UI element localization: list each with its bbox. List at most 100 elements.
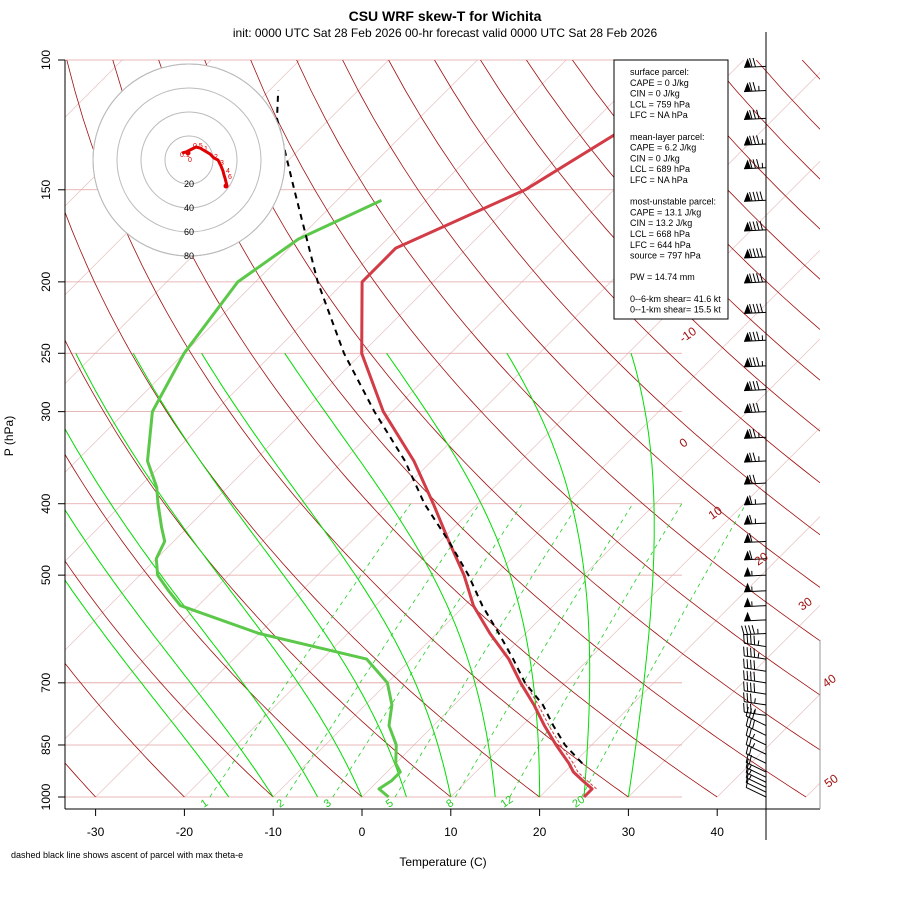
- x-axis-label: Temperature (C): [399, 855, 486, 869]
- hodograph-point-label: 2: [214, 154, 218, 161]
- wind-barb: [744, 634, 766, 646]
- footnote: dashed black line shows ascent of parcel…: [11, 850, 243, 860]
- mixing-ratio-label: 8: [444, 797, 456, 810]
- wind-barb: [744, 496, 766, 505]
- p-tick-label: 1000: [39, 783, 53, 810]
- p-tick-label: 400: [39, 493, 53, 513]
- hodograph-point-label: 0.5: [193, 143, 203, 150]
- mixing-ratio-lines: [210, 504, 746, 797]
- wind-barb: [744, 682, 766, 694]
- wind-barb: [744, 304, 766, 314]
- stats-line: LCL = 759 hPa: [630, 99, 690, 109]
- hodograph-point-label: 6: [228, 174, 232, 181]
- hodograph-point-label: 3: [220, 160, 224, 167]
- y-axis-label: P (hPa): [2, 416, 16, 456]
- dry-adiabat-label: 40: [820, 671, 839, 690]
- wind-barb: [746, 726, 766, 745]
- wind-barb: [744, 670, 766, 682]
- wind-barb: [744, 192, 766, 202]
- p-tick-label: 250: [39, 343, 53, 363]
- wind-barb: [744, 159, 766, 169]
- wind-barb: [744, 381, 766, 391]
- x-tick-label: -30: [87, 825, 105, 839]
- mixing-ratio-label: 3: [322, 797, 334, 810]
- stats-line: CAPE = 6.2 J/kg: [630, 143, 696, 153]
- stats-line: 0--6-km shear= 41.6 kt: [630, 294, 721, 304]
- mixing-ratio-line: [395, 504, 579, 797]
- wind-barb: [744, 647, 766, 659]
- wind-barb: [746, 745, 766, 764]
- hodograph-point-label: 0: [188, 157, 192, 164]
- dry-adiabat-label: 30: [796, 594, 815, 613]
- hodograph-ring-label: 40: [184, 203, 194, 213]
- dry-adiabat-label: 50: [822, 771, 841, 790]
- wind-barb: [744, 248, 766, 258]
- stats-line: LFC = 644 hPa: [630, 240, 691, 250]
- dry-adiabat-label: 20: [752, 549, 771, 568]
- dry-adiabat-line: [848, 60, 900, 797]
- wind-barb: [744, 533, 766, 542]
- p-tick-label: 150: [39, 179, 53, 199]
- wind-barb: [744, 58, 766, 67]
- stats-line: LCL = 668 hPa: [630, 229, 690, 239]
- dry-adiabat-line: [251, 60, 900, 797]
- mixing-ratio-line: [582, 504, 747, 797]
- mixing-ratio-line: [210, 504, 411, 797]
- wind-barb: [744, 692, 766, 704]
- mixing-ratio-label: 2: [275, 797, 287, 810]
- stats-line: CIN = 13.2 J/kg: [630, 218, 692, 228]
- wind-barb: [744, 583, 766, 592]
- stats-line: PW = 14.74 mm: [630, 272, 695, 282]
- wind-barb: [744, 453, 766, 462]
- wind-barb: [744, 135, 766, 145]
- mixing-ratio-label: 5: [384, 797, 396, 810]
- wind-barbs: [742, 58, 766, 797]
- dry-adiabat-line: [205, 60, 895, 797]
- x-tick-label: 10: [444, 825, 458, 839]
- stats-line: CAPE = 0 J/kg: [630, 78, 689, 88]
- wind-barb: [744, 403, 766, 413]
- x-tick-label: -10: [265, 825, 283, 839]
- wind-barb: [744, 475, 766, 484]
- hodograph-point: [224, 184, 229, 189]
- stats-line: LFC = NA hPa: [630, 175, 688, 185]
- wind-barb: [744, 612, 766, 621]
- stats-line: CIN = 0 J/kg: [630, 89, 680, 99]
- wind-barb: [744, 598, 766, 607]
- p-tick-label: 300: [39, 401, 53, 421]
- p-tick-label: 850: [39, 735, 53, 755]
- hodograph-ring-label: 60: [184, 227, 194, 237]
- stats-line: most-unstable parcel:: [630, 197, 716, 207]
- hodograph-ring-label: 20: [184, 179, 194, 189]
- stats-line: 0--1-km shear= 15.5 kt: [630, 305, 721, 315]
- x-tick-label: 40: [711, 825, 725, 839]
- p-tick-label: 500: [39, 565, 53, 585]
- p-tick-label: 100: [39, 50, 53, 70]
- mixing-ratio-label: 12: [499, 794, 516, 811]
- wind-barb: [744, 357, 766, 367]
- wind-barb: [744, 82, 766, 91]
- x-tick-label: -20: [176, 825, 194, 839]
- wind-barb: [744, 515, 766, 524]
- chart-title: CSU WRF skew-T for Wichita: [349, 8, 542, 24]
- stats-line: CAPE = 13.1 J/kg: [630, 207, 701, 217]
- wind-barb: [744, 659, 766, 671]
- x-tick-label: 20: [533, 825, 547, 839]
- dry-adiabat-label: 10: [706, 503, 725, 522]
- stats-line: LFC = NA hPa: [630, 110, 688, 120]
- x-tick-label: 0: [359, 825, 366, 839]
- hodograph-ring-label: 80: [184, 251, 194, 261]
- wind-barb: [744, 567, 766, 576]
- isotherm-line: [184, 60, 900, 797]
- hodograph-point: [186, 151, 191, 156]
- wind-barb: [746, 717, 766, 736]
- stats-line: source = 797 hPa: [630, 251, 701, 261]
- stats-line: LCL = 689 hPa: [630, 164, 690, 174]
- p-tick-label: 700: [39, 673, 53, 693]
- isotherm-line: [717, 60, 900, 797]
- chart-subtitle: init: 0000 UTC Sat 28 Feb 2026 00-hr for…: [233, 26, 658, 40]
